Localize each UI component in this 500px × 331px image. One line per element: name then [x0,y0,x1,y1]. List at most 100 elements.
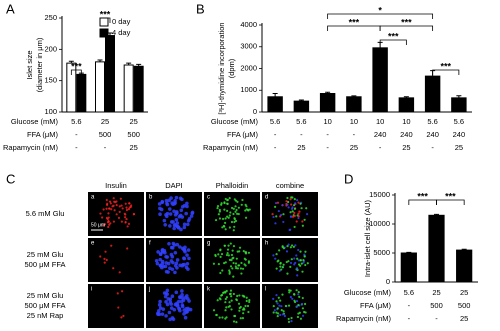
cell-signal [274,201,278,205]
cell-signal [112,267,115,270]
cell-signal [169,306,174,310]
cell-signal [293,207,297,210]
cell-signal [244,304,247,308]
condition-label: FFA (μM) [227,130,258,139]
cell-signal [230,299,233,302]
cell-signal [238,294,241,297]
cell-signal [297,215,300,218]
cell-signal [212,309,216,312]
cell-signal [175,258,180,262]
cell-signal [244,203,247,206]
cell-signal [299,250,302,253]
cell-signal [300,207,303,210]
cell-signal [230,295,233,298]
tile-label: l [265,287,266,293]
cell-signal [301,302,304,306]
cell-signal [301,220,304,223]
cell-signal [182,262,186,267]
cell-signal [247,310,250,314]
cell-signal [180,304,185,309]
micrograph-tile [204,284,260,328]
cell-signal [169,220,174,224]
panel-label: B [196,1,205,16]
cell-signal [242,312,245,315]
cell-signal [285,200,288,203]
cell-signal [175,266,179,270]
cell-signal [285,250,289,253]
cell-signal [301,307,304,310]
cell-signal [292,245,295,248]
cell-signal [120,220,123,223]
cell-signal [298,295,301,298]
cell-signal [118,210,121,213]
cell-signal [233,220,236,224]
error-bar [136,63,142,67]
cell-signal [128,206,131,209]
cell-signal [292,204,296,207]
condition-value: 25 [350,143,358,152]
cell-signal [241,267,245,270]
cell-signal [180,215,185,219]
cell-signal [293,225,296,229]
cell-signal [289,246,292,249]
cell-signal [232,261,235,265]
cell-signal [285,260,288,264]
y-tick-label: 3000 [240,42,257,51]
significance-label: * [378,5,382,15]
cell-signal [223,244,226,247]
cell-signal [293,214,296,218]
condition-value: - [435,314,438,323]
cell-signal [110,208,113,211]
condition-value: - [408,301,411,310]
condition-value: 500 [430,301,443,310]
cell-signal [186,248,191,252]
error-bar [351,95,357,97]
cell-signal [291,206,294,209]
cell-signal [233,218,236,221]
cell-signal [185,222,190,227]
error-bar [68,60,74,64]
cell-signal [103,261,106,264]
cell-signal [159,207,164,212]
cell-signal [293,198,296,201]
cell-signal [218,208,221,212]
scale-bar-label: 50 μm [91,222,105,228]
bar [123,64,134,113]
cell-signal [296,274,299,277]
condition-value: - [326,130,329,139]
cell-signal [230,206,234,210]
cell-signal [277,209,280,213]
cell-signal [169,196,173,200]
cell-signal [226,202,229,206]
cell-signal [163,250,167,255]
cell-signal [281,266,284,269]
y-tick-label: 1000 [240,85,257,94]
y-axis-label: (diameter in μm) [35,37,44,92]
legend-label: 4 day [112,28,131,37]
y-tick-label: 150 [44,76,57,85]
cell-signal [172,307,177,312]
error-bar [298,99,304,102]
cell-signal [296,315,300,319]
error-bar [406,251,412,253]
cell-signal [216,205,220,208]
cell-signal [167,207,172,211]
condition-value: - [379,143,382,152]
cell-signal [173,213,178,217]
cell-signal [277,296,280,299]
cell-signal [282,263,285,266]
error-bar [126,62,132,65]
cell-signal [281,204,284,207]
cell-signal [301,224,304,227]
cell-signal [287,304,291,307]
condition-value: 10 [350,117,358,126]
cell-signal [286,245,289,248]
cell-signal [116,292,119,295]
cell-signal [230,253,234,257]
cell-signal [289,261,293,265]
cell-signal [164,269,169,274]
cell-signal [291,215,295,218]
cell-signal [240,272,243,275]
cell-signal [236,200,239,204]
cell-signal [272,297,275,301]
